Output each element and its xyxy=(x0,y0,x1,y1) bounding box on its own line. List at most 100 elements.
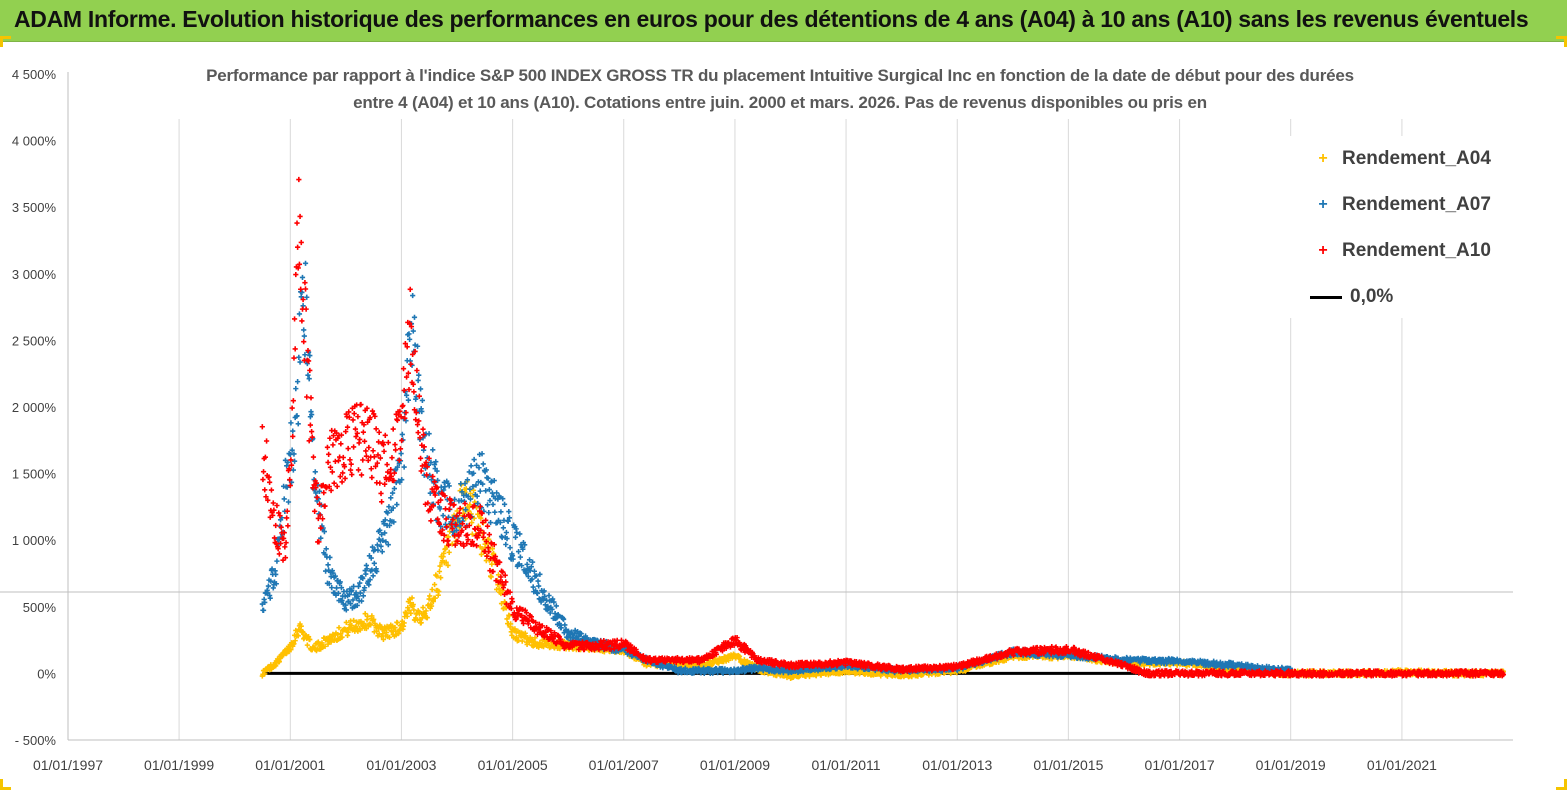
data-point xyxy=(386,634,393,640)
data-point xyxy=(357,436,363,443)
data-point xyxy=(304,642,310,648)
data-point xyxy=(519,638,525,644)
data-point xyxy=(368,622,374,628)
data-point xyxy=(290,398,296,404)
y-tick-label: 4 000% xyxy=(12,134,57,149)
data-point xyxy=(307,422,314,428)
data-point xyxy=(389,490,396,496)
data-point xyxy=(382,481,388,487)
x-tick-label: 01/01/2001 xyxy=(255,757,325,773)
y-tick-label: 3 000% xyxy=(12,267,57,282)
data-point xyxy=(401,620,407,626)
data-point xyxy=(347,601,354,607)
data-point xyxy=(273,581,279,587)
data-point xyxy=(411,389,417,395)
data-point xyxy=(323,568,329,574)
data-point xyxy=(260,469,267,475)
data-point xyxy=(290,428,296,434)
data-point xyxy=(351,411,357,417)
data-point xyxy=(330,442,336,448)
data-point xyxy=(340,454,346,461)
data-point xyxy=(357,580,363,586)
data-point xyxy=(716,660,722,666)
data-point xyxy=(411,314,418,320)
data-point xyxy=(385,439,391,446)
data-point xyxy=(299,318,305,324)
y-tick-label: - 500% xyxy=(15,733,57,748)
data-point xyxy=(296,311,303,317)
data-point xyxy=(478,551,485,558)
data-point xyxy=(384,461,390,468)
data-point xyxy=(350,417,356,423)
data-point xyxy=(431,581,438,588)
data-point xyxy=(434,573,440,579)
data-point xyxy=(361,438,368,444)
data-point xyxy=(338,441,344,447)
data-point xyxy=(469,519,475,526)
x-tick-label: 01/01/2005 xyxy=(478,757,548,773)
data-point xyxy=(536,583,542,589)
data-point xyxy=(290,433,296,440)
data-point xyxy=(449,541,455,547)
corner-marker-top-right xyxy=(1556,36,1567,47)
data-point xyxy=(443,559,449,565)
data-point xyxy=(487,519,494,526)
data-point xyxy=(378,490,384,497)
data-point xyxy=(415,429,421,436)
data-point xyxy=(438,575,444,581)
data-point xyxy=(484,523,491,529)
data-point xyxy=(284,463,290,469)
data-point xyxy=(327,464,334,470)
x-tick-label: 01/01/2019 xyxy=(1256,757,1326,773)
data-point xyxy=(416,393,422,399)
x-tick-label: 01/01/2013 xyxy=(922,757,992,773)
data-point xyxy=(295,379,301,385)
data-point xyxy=(381,448,387,454)
data-point xyxy=(281,496,287,502)
data-point xyxy=(292,346,298,352)
data-point xyxy=(440,512,446,519)
data-point xyxy=(343,607,349,613)
data-point xyxy=(392,441,398,448)
data-point xyxy=(432,595,438,601)
data-point xyxy=(298,623,304,629)
data-point xyxy=(330,570,336,576)
data-point xyxy=(420,604,426,611)
data-point xyxy=(377,480,383,486)
data-point xyxy=(308,395,314,401)
data-point xyxy=(391,485,398,492)
data-point xyxy=(410,292,416,299)
data-point xyxy=(399,431,405,437)
data-point xyxy=(503,541,509,548)
data-point xyxy=(294,220,300,226)
data-point xyxy=(407,336,413,342)
data-point xyxy=(291,451,297,457)
data-point xyxy=(323,546,329,552)
data-point xyxy=(273,663,279,669)
data-point xyxy=(562,622,568,628)
y-tick-label: 1 500% xyxy=(12,467,57,482)
data-point xyxy=(428,518,434,524)
data-point xyxy=(299,274,306,281)
data-point xyxy=(364,566,370,572)
data-point xyxy=(329,469,335,475)
data-point xyxy=(262,487,268,493)
data-point xyxy=(418,468,424,474)
data-point xyxy=(415,377,421,384)
data-point xyxy=(414,367,420,374)
data-point xyxy=(296,176,302,183)
data-point xyxy=(358,472,365,478)
data-point xyxy=(498,509,504,515)
data-point xyxy=(512,626,518,632)
data-point xyxy=(358,598,365,604)
data-point xyxy=(373,426,379,432)
data-point xyxy=(370,573,376,579)
data-point xyxy=(335,590,342,596)
x-tick-label: 01/01/2017 xyxy=(1145,757,1215,773)
data-point xyxy=(339,634,345,640)
data-point xyxy=(532,635,538,641)
data-point xyxy=(331,480,337,486)
data-point xyxy=(429,586,435,593)
data-point xyxy=(309,411,315,418)
data-point xyxy=(389,455,395,461)
